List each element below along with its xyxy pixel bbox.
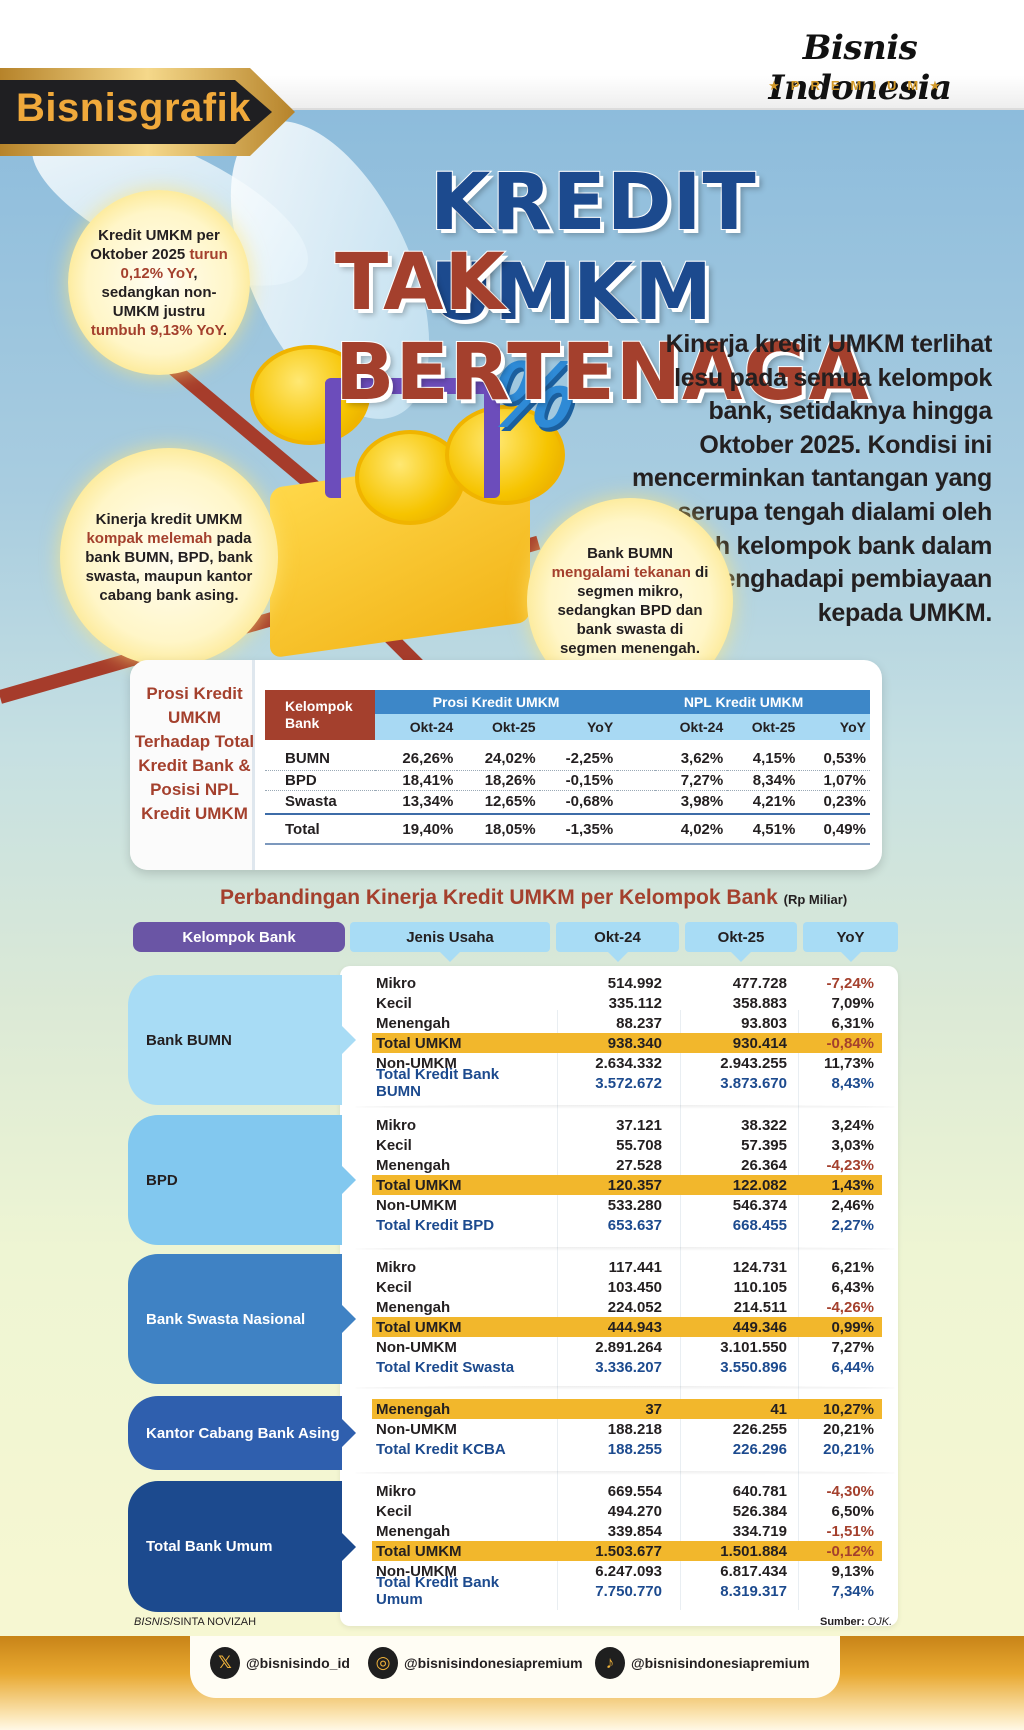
table-row: Kecil 494.270 526.384 6,50%: [376, 1502, 874, 1520]
headline-line-1: KREDIT UMKM: [429, 157, 757, 339]
npl-summary-label-panel: [130, 660, 255, 870]
publisher-premium-tag: ★PREMIUM★: [768, 78, 952, 93]
table-row: Non-UMKM 2.891.264 3.101.550 7,27%: [376, 1338, 874, 1356]
source-credit: Sumber: OJK.: [820, 1616, 893, 1628]
table-row-total-umkm: Total UMKM 444.943 449.346 0,99%: [372, 1317, 882, 1337]
header-yoy: YoY: [803, 922, 898, 962]
bank-group-swasta: Bank Swasta Nasional: [128, 1254, 356, 1384]
footer-social-panel: [190, 1636, 840, 1698]
table-row-total-umkm: Total UMKM 938.340 930.414 -0,84%: [372, 1033, 882, 1053]
table-row: Swasta 13,34% 12,65% -0,68% 3,98% 4,21% …: [285, 793, 866, 811]
table-row: BUMN 26,26% 24,02% -2,25% 3,62% 4,15% 0,…: [265, 740, 870, 771]
table-row-total-kredit: Total Kredit KCBA 188.255 226.296 20,21%: [376, 1440, 874, 1458]
callout-bubble-2: Kinerja kredit UMKM kompak melemah pada …: [60, 448, 278, 666]
table-row: Menengah 339.854 334.719 -1,51%: [376, 1522, 874, 1540]
table-row-total: Total 19,40% 18,05% -1,35% 4,02% 4,51% 0…: [265, 813, 870, 845]
table-row-total-kredit: Total Kredit Bank Umum 7.750.770 8.319.317…: [376, 1574, 874, 1608]
coin-illustration: [445, 405, 565, 505]
table-row: Menengah 27.528 26.364 -4,23%: [376, 1156, 874, 1174]
social-link-tiktok[interactable]: ♪ @bisnisindonesiapremium: [595, 1646, 810, 1680]
col-okt24: Okt-24: [655, 714, 728, 740]
table-row: Kecil 55.708 57.395 3,03%: [376, 1136, 874, 1154]
social-handle: @bisnisindo_id: [246, 1655, 350, 1671]
headline-line-2: TAK BERTENAGA: [334, 237, 870, 419]
rubric-label: Bisnisgrafik: [16, 86, 251, 130]
bank-group-kcba: Kantor Cabang Bank Asing: [128, 1396, 356, 1470]
lead-paragraph: Kinerja kredit UMKM terlihat lesu pada s…: [631, 330, 992, 627]
header-okt25: Okt-25: [685, 922, 797, 962]
comparison-unit: (Rp Miliar): [783, 892, 848, 907]
callout-bubble-1: Kredit UMKM per Oktober 2025 turun 0,12%…: [68, 190, 250, 375]
table-row: Kecil 103.450 110.105 6,43%: [376, 1278, 874, 1296]
tiktok-icon: ♪: [595, 1647, 625, 1679]
table-row: Mikro 669.554 640.781 -4,30%: [376, 1482, 874, 1500]
basket-handle: [325, 378, 500, 498]
table-row-total-umkm: Total UMKM 1.503.677 1.501.884 -0,12%: [372, 1541, 882, 1561]
header-okt24: Okt-24: [556, 922, 679, 962]
table-row: Kecil 335.112 358.883 7,09%: [376, 994, 874, 1012]
table-row-total-umkm: Menengah 37 41 10,27%: [372, 1399, 882, 1419]
bank-group-bpd: BPD: [128, 1115, 356, 1245]
instagram-icon: ◎: [368, 1647, 398, 1679]
comparison-table-card: [340, 966, 898, 1626]
header-kelompok-bank: Kelompok Bank: [133, 922, 345, 952]
col-group-prosi: Prosi Kredit UMKM: [375, 690, 618, 714]
col-okt24: Okt-24: [375, 714, 458, 740]
table-row-total-kredit: Total Kredit Bank BUMN 3.572.672 3.873.670…: [376, 1066, 874, 1100]
table-row: Menengah 224.052 214.511 -4,26%: [376, 1298, 874, 1316]
table-row-total-kredit: Total Kredit Swasta 3.336.207 3.550.896 6,4…: [376, 1358, 874, 1376]
table-row: Non-UMKM 2.634.332 2.943.255 11,73%: [376, 1054, 874, 1072]
table-row: Non-UMKM 533.280 546.374 2,46%: [376, 1196, 874, 1214]
social-handle: @bisnisindonesiapremium: [631, 1655, 810, 1671]
rubric-banner-inner: [0, 80, 272, 144]
table-row: Mikro 514.992 477.728 -7,24%: [376, 974, 874, 992]
npl-summary-label: Prosi Kredit UMKM Terhadap Total Kredit …: [134, 684, 255, 823]
social-link-instagram[interactable]: ◎ @bisnisindonesiapremium: [368, 1646, 583, 1680]
table-row: Non-UMKM 6.247.093 6.817.434 9,13%: [376, 1562, 874, 1580]
x-icon: 𝕏: [210, 1647, 240, 1679]
table-row: BPD 18,41% 18,26% -0,15% 7,27% 8,34% 1,0…: [265, 770, 870, 791]
table-row-total-kredit: Total Kredit BPD 653.637 668.455 2,27%: [376, 1216, 874, 1234]
table-row: Non-UMKM 188.218 226.255 20,21%: [376, 1420, 874, 1438]
table-row-total-umkm: Total UMKM 120.357 122.082 1,43%: [372, 1175, 882, 1195]
col-kelompok-bank: Kelompok Bank: [265, 690, 375, 740]
comparison-title: Perbandingan Kinerja Kredit UMKM per Kel…: [220, 886, 848, 909]
social-handle: @bisnisindonesiapremium: [404, 1655, 583, 1671]
col-okt25: Okt-25: [727, 714, 800, 740]
col-yoy: YoY: [799, 714, 870, 740]
social-link-x[interactable]: 𝕏 @bisnisindo_id: [210, 1646, 350, 1680]
table-row: Mikro 117.441 124.731 6,21%: [376, 1258, 874, 1276]
col-group-npl: NPL Kredit UMKM: [617, 690, 870, 714]
table-row: Menengah 88.237 93.803 6,31%: [376, 1014, 874, 1032]
table-row: Mikro 37.121 38.322 3,24%: [376, 1116, 874, 1134]
npl-summary-table: Kelompok Bank Prosi Kredit UMKM NPL Kred…: [265, 690, 870, 845]
coin-illustration: [250, 345, 370, 445]
author-credit: BISNIS/SINTA NOVIZAH: [134, 1616, 257, 1628]
bank-group-total: Total Bank Umum: [128, 1481, 356, 1612]
col-yoy: YoY: [539, 714, 618, 740]
col-okt25: Okt-25: [457, 714, 540, 740]
bank-group-bumn: Bank BUMN: [128, 975, 356, 1105]
publisher-logo: Bisnis Indonesia: [768, 28, 952, 108]
header-jenis-usaha: Jenis Usaha: [350, 922, 550, 962]
